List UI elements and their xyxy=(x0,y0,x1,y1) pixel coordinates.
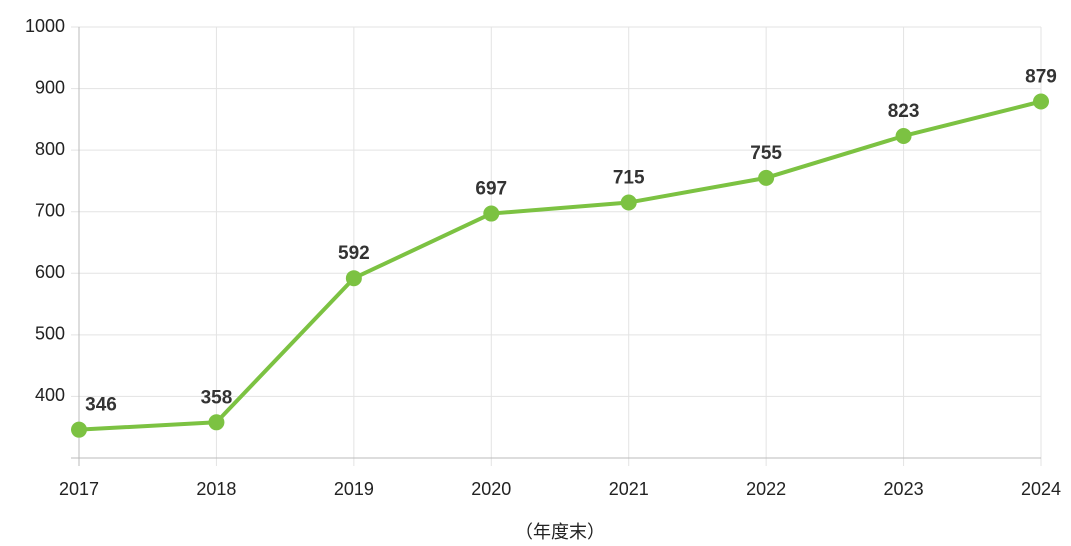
x-tick-label: 2019 xyxy=(334,479,374,499)
y-tick-label: 1000 xyxy=(25,16,65,36)
point xyxy=(1033,93,1049,110)
data-label: 879 xyxy=(1025,67,1057,88)
data-label: 358 xyxy=(201,387,233,408)
point xyxy=(483,205,500,222)
x-tick-label: 2022 xyxy=(746,479,786,499)
y-tick-label: 800 xyxy=(35,139,65,159)
point xyxy=(758,169,775,186)
x-tick-label: 2023 xyxy=(884,479,924,499)
data-label: 715 xyxy=(613,167,645,188)
data-label: 346 xyxy=(85,395,117,416)
point xyxy=(208,414,225,431)
point xyxy=(895,127,912,144)
x-axis-label: （年度末） xyxy=(515,522,605,542)
y-tick-label: 500 xyxy=(35,324,65,344)
x-tick-label: 2018 xyxy=(196,479,236,499)
data-label: 755 xyxy=(750,143,782,164)
y-tick-label: 400 xyxy=(35,385,65,405)
point xyxy=(620,194,637,211)
data-label: 823 xyxy=(888,101,920,122)
y-tick-label: 900 xyxy=(35,77,65,97)
x-tick-label: 2020 xyxy=(471,479,511,499)
x-tick-label: 2024 xyxy=(1021,479,1061,499)
x-tick-label: 2021 xyxy=(609,479,649,499)
y-tick-label: 700 xyxy=(35,200,65,220)
y-tick-label: 600 xyxy=(35,262,65,282)
line xyxy=(78,99,1042,432)
x-tick-label: 2017 xyxy=(59,479,99,499)
point xyxy=(345,270,362,287)
point xyxy=(71,421,87,438)
data-label: 592 xyxy=(338,243,370,264)
data-label: 697 xyxy=(475,179,507,200)
